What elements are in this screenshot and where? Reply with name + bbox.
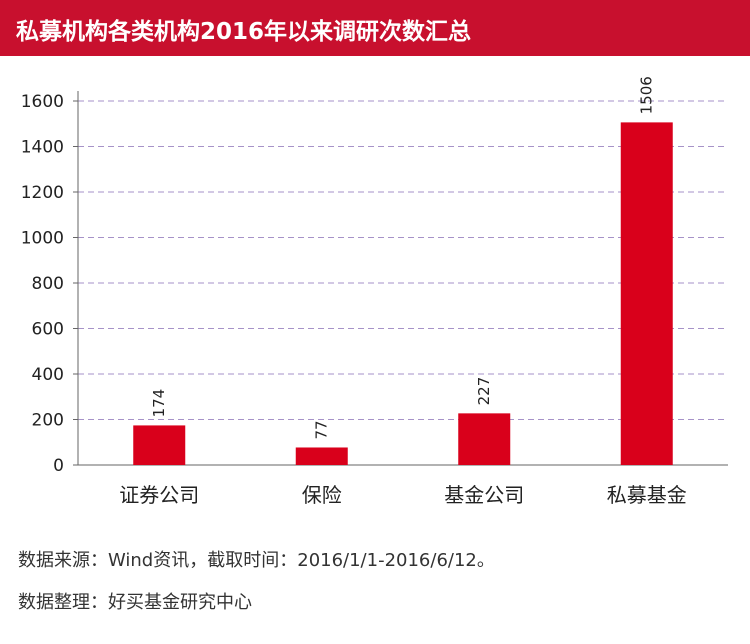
y-tick-label: 600 bbox=[32, 320, 64, 340]
bar-4 bbox=[620, 122, 673, 465]
bar-2 bbox=[295, 447, 348, 465]
y-tick-label: 1400 bbox=[21, 138, 64, 158]
bar-value-label: 174 bbox=[150, 389, 168, 418]
y-tick-label: 1200 bbox=[21, 183, 64, 203]
bar-value-label: 227 bbox=[475, 377, 493, 406]
title-bar: 私募机构各类机构2016年以来调研次数汇总 bbox=[0, 0, 750, 56]
chart-area: 0 200 400 600 800 1000 1200 1400 1600 174 证券公司 77 保险… bbox=[0, 56, 750, 536]
chart-title: 私募机构各类机构2016年以来调研次数汇总 bbox=[16, 19, 472, 45]
x-category-label: 保险 bbox=[302, 483, 342, 507]
bar-value-label: 77 bbox=[313, 420, 331, 439]
y-tick-label: 1000 bbox=[21, 229, 64, 249]
bar-chart: 0 200 400 600 800 1000 1200 1400 1600 174 证券公司 77 保险… bbox=[21, 76, 728, 507]
bar-3 bbox=[458, 413, 511, 465]
y-tick-label: 200 bbox=[32, 411, 64, 431]
data-compiler-note: 数据整理：好买基金研究中心 bbox=[18, 592, 252, 613]
y-tick-label: 400 bbox=[32, 365, 64, 385]
x-category-label: 证券公司 bbox=[119, 483, 199, 507]
data-source-note: 数据来源：Wind资讯，截取时间：2016/1/1-2016/6/12。 bbox=[18, 550, 495, 571]
x-category-label: 私募基金 bbox=[607, 483, 687, 507]
bar-value-label: 1506 bbox=[638, 76, 656, 114]
x-category-label: 基金公司 bbox=[444, 483, 524, 507]
y-tick-label: 800 bbox=[32, 274, 64, 294]
y-tick-label: 1600 bbox=[21, 92, 64, 112]
y-tick-label: 0 bbox=[53, 456, 64, 476]
bar-1 bbox=[133, 425, 186, 465]
